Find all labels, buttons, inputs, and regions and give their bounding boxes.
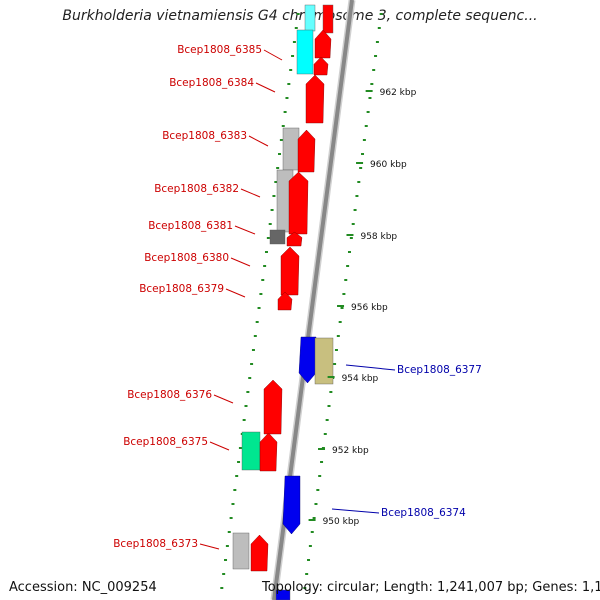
right-leader-line <box>331 508 380 514</box>
tick-label: 960 kbp <box>370 160 407 170</box>
cyan-feature[interactable] <box>296 29 314 75</box>
left-gene-label[interactable]: Bcep1808_6383 <box>162 130 247 142</box>
tan-feature[interactable] <box>314 337 334 385</box>
forward-cds-arrow[interactable] <box>263 379 283 435</box>
topology-text: Topology: circular; Length: 1,241,007 bp… <box>262 580 600 595</box>
cyan-feature[interactable] <box>304 4 316 32</box>
left-leader-line <box>230 257 251 267</box>
forward-cds-arrow[interactable] <box>314 29 332 59</box>
left-leader-line <box>209 441 230 451</box>
left-gene-label[interactable]: Bcep1808_6380 <box>144 252 229 264</box>
reverse-cds-arrow[interactable] <box>298 336 317 384</box>
forward-cds-arrow[interactable] <box>288 171 309 235</box>
right-gene-label[interactable]: Bcep1808_6377 <box>397 364 482 376</box>
forward-cds-arrow[interactable] <box>286 231 303 247</box>
green-feature[interactable] <box>241 431 261 471</box>
left-gene-label[interactable]: Bcep1808_6385 <box>177 44 262 56</box>
left-leader-line <box>199 543 220 550</box>
tick-label: 962 kbp <box>380 88 417 98</box>
forward-cds-arrow[interactable] <box>313 56 329 76</box>
left-leader-line <box>255 82 276 93</box>
feature-track[interactable] <box>232 4 334 600</box>
left-gene-label[interactable]: Bcep1808_6382 <box>154 183 239 195</box>
left-gene-label[interactable]: Bcep1808_6376 <box>127 389 212 401</box>
left-gene-labels[interactable]: Bcep1808_6385 Bcep1808_6384 Bcep1808_6383 B… <box>113 44 283 550</box>
left-leader-line <box>248 135 269 147</box>
left-gene-label[interactable]: Bcep1808_6375 <box>123 436 208 448</box>
left-gene-label[interactable]: Bcep1808_6373 <box>113 538 198 550</box>
left-leader-line <box>263 49 283 61</box>
right-leader-line <box>345 364 396 371</box>
left-leader-line <box>225 288 246 298</box>
left-leader-line <box>213 394 234 404</box>
tick-marks: 962 kbp 960 kbp 958 kbp 956 kbp 954 kbp 952 k… <box>308 88 417 527</box>
grey-feature[interactable] <box>282 127 300 171</box>
left-leader-line <box>240 188 261 198</box>
left-gene-label[interactable]: Bcep1808_6381 <box>148 220 233 232</box>
tick-label: 952 kbp <box>332 446 369 456</box>
tick-label: 954 kbp <box>342 374 379 384</box>
map-title: Burkholderia vietnamiensis G4 chromosome… <box>62 8 538 24</box>
reverse-cds-arrow[interactable] <box>282 475 301 535</box>
reverse-cds-arrow[interactable] <box>275 589 291 600</box>
forward-cds-arrow[interactable] <box>297 129 316 173</box>
left-gene-label[interactable]: Bcep1808_6379 <box>139 283 224 295</box>
tick-label: 956 kbp <box>351 303 388 313</box>
forward-cds-arrow[interactable] <box>277 291 293 311</box>
right-gene-labels[interactable]: Bcep1808_6377 Bcep1808_6374 <box>331 364 482 519</box>
forward-cds-arrow[interactable] <box>259 432 278 472</box>
dark-grey-feature[interactable] <box>269 229 286 245</box>
right-gene-label[interactable]: Bcep1808_6374 <box>381 507 466 519</box>
forward-cds-arrow[interactable] <box>250 534 269 572</box>
tick-label: 958 kbp <box>360 232 397 242</box>
forward-cds-arrow[interactable] <box>322 4 334 34</box>
accession-text: Accession: NC_009254 <box>9 580 157 595</box>
grey-feature[interactable] <box>232 532 250 570</box>
forward-cds-arrow[interactable] <box>305 74 325 124</box>
forward-cds-arrow[interactable] <box>280 246 300 296</box>
left-gene-label[interactable]: Bcep1808_6384 <box>169 77 254 89</box>
left-leader-line <box>234 225 256 235</box>
inner-gc-dot-track <box>220 13 300 589</box>
tick-label: 950 kbp <box>323 517 360 527</box>
